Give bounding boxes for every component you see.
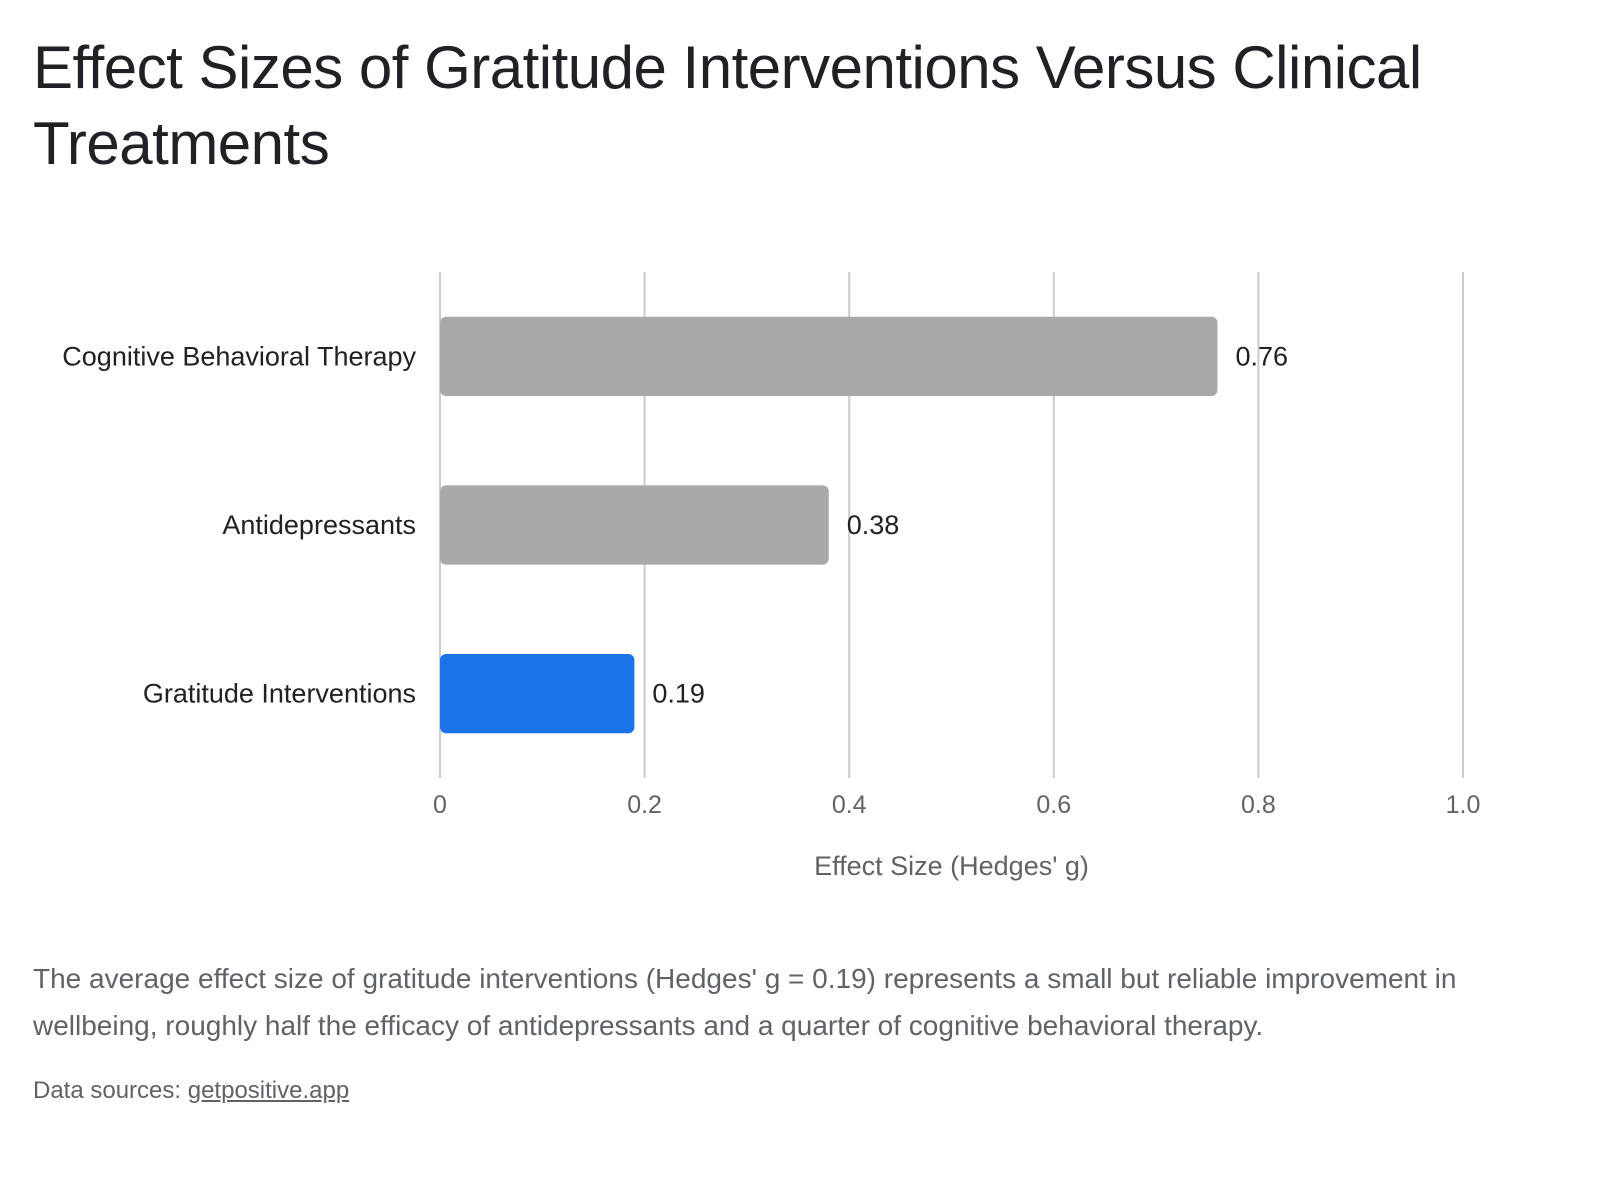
source-link[interactable]: getpositive.app	[187, 1077, 350, 1104]
bars	[440, 316, 1218, 734]
data-label: 0.76	[1235, 341, 1288, 371]
bar[interactable]	[440, 316, 1218, 396]
data-label: 0.19	[652, 679, 705, 709]
bar[interactable]	[440, 654, 635, 734]
category-label: Cognitive Behavioral Therapy	[62, 341, 416, 371]
x-axis-title: Effect Size (Hedges' g)	[814, 851, 1089, 881]
bar[interactable]	[440, 485, 829, 565]
category-label: Antidepressants	[222, 510, 416, 540]
x-tick-label: 1.0	[1446, 791, 1481, 819]
bar-chart: Cognitive Behavioral Therapy Antidepressa…	[62, 272, 1480, 881]
category-label: Gratitude Interventions	[143, 679, 416, 709]
x-tick-label: 0.8	[1241, 791, 1276, 819]
data-source: Data sources: getpositive.app	[33, 1075, 349, 1107]
x-tick-label: 0.6	[1036, 791, 1071, 819]
data-label: 0.38	[847, 510, 900, 540]
source-prefix: Data sources:	[33, 1077, 188, 1104]
value-labels: 0.76 0.38 0.19	[652, 341, 1288, 708]
x-tick-label: 0.2	[627, 791, 662, 819]
chart-caption: The average effect size of gratitude int…	[33, 963, 1457, 1041]
category-labels: Cognitive Behavioral Therapy Antidepressa…	[62, 341, 416, 708]
x-tick-label: 0	[433, 791, 447, 819]
x-tick-label: 0.4	[832, 791, 867, 819]
x-axis-ticks: 0 0.2 0.4 0.6 0.8 1.0	[433, 791, 1480, 819]
chart-title: Effect Sizes of Gratitude Interventions …	[33, 34, 1422, 177]
